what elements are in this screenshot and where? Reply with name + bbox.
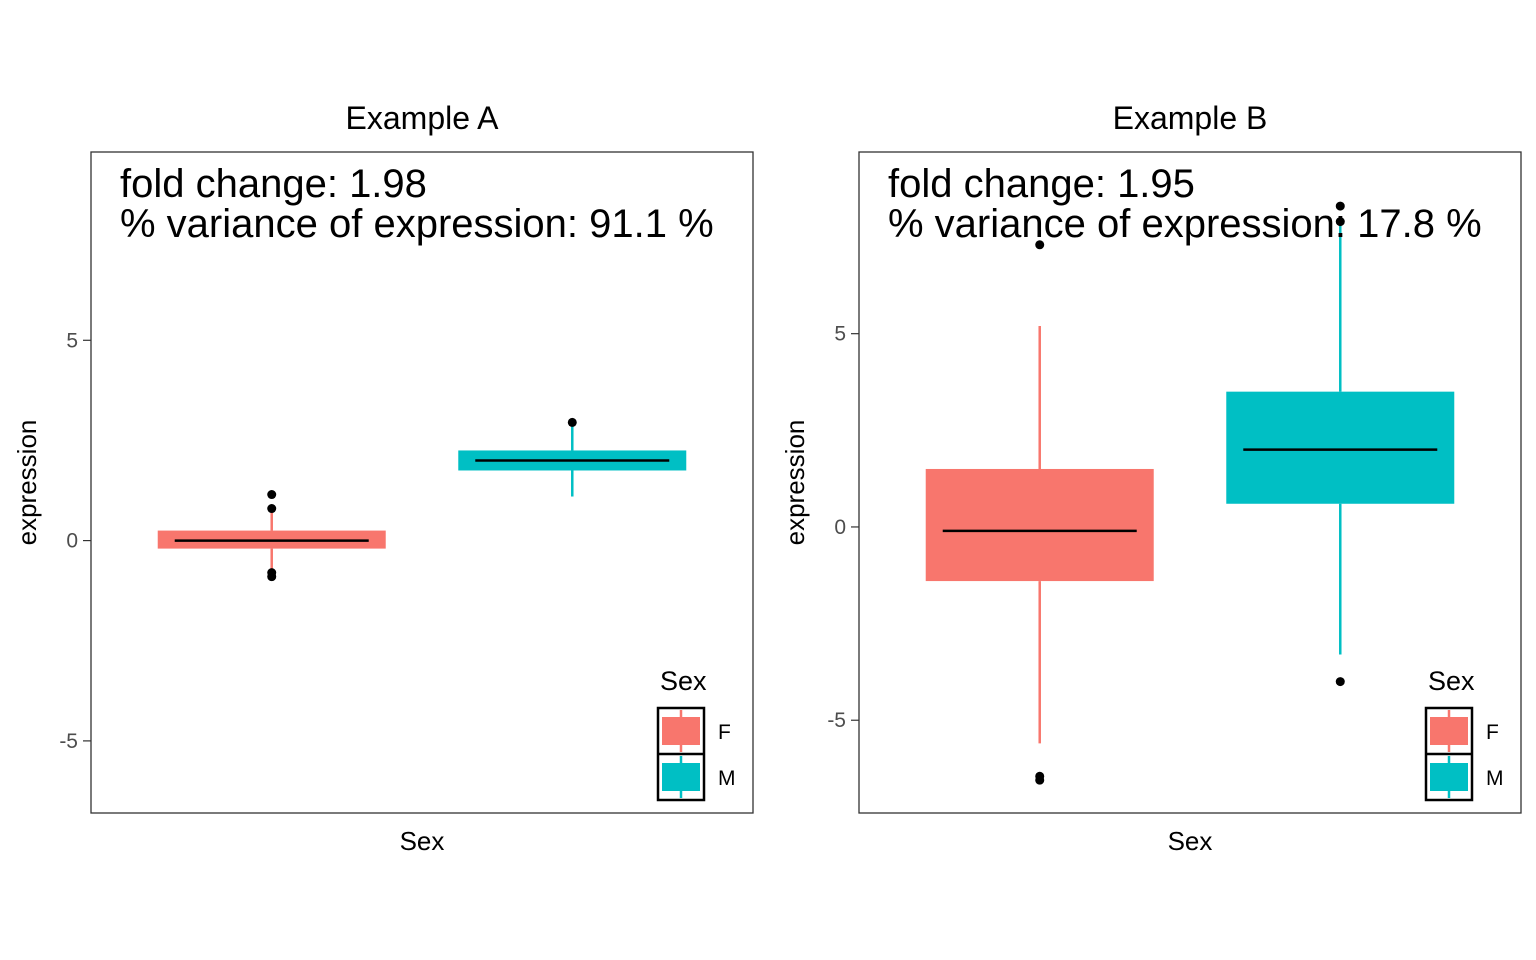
legend-key-F	[662, 717, 700, 745]
y-tick-label: 5	[66, 329, 78, 352]
legend-label-F: F	[1486, 721, 1499, 744]
outlier-point	[567, 417, 577, 427]
outlier-point	[1335, 677, 1345, 687]
box-iqr	[925, 468, 1154, 582]
legend-label-M: M	[718, 767, 736, 790]
outlier-point	[267, 572, 277, 582]
annotation-variance: % variance of expression: 17.8 %	[888, 202, 1482, 246]
y-tick-label: 5	[834, 323, 846, 346]
x-axis-title: Sex	[1168, 826, 1213, 856]
outlier-point	[1035, 240, 1045, 250]
outlier-point	[1035, 775, 1045, 785]
legend-key-M	[662, 763, 700, 791]
panel-border	[90, 151, 754, 814]
annotation-fold-change: fold change: 1.95	[888, 162, 1195, 206]
legend-title: Sex	[1428, 666, 1475, 696]
legend-label-M: M	[1486, 767, 1504, 790]
outlier-point	[267, 504, 277, 514]
annotation-fold-change: fold change: 1.98	[120, 162, 427, 206]
box-F	[925, 240, 1154, 785]
annotation-variance: % variance of expression: 91.1 %	[120, 202, 714, 246]
chart-panel-1: Example A expression Sex -5 0 5 fold change: 1…	[12, 100, 754, 856]
box-F	[157, 490, 386, 582]
y-tick-label: 0	[834, 516, 846, 539]
legend-title: Sex	[660, 666, 707, 696]
chart-title: Example A	[346, 100, 500, 136]
legend-label-F: F	[718, 721, 731, 744]
chart-title: Example B	[1113, 100, 1268, 136]
box-iqr	[1226, 391, 1455, 504]
box-M	[458, 417, 687, 497]
y-tick-label: -5	[827, 709, 846, 732]
outlier-point	[267, 490, 277, 500]
y-axis-title: expression	[780, 420, 810, 546]
panel-border	[858, 151, 1522, 814]
chart-panel-2: Example B expression Sex -5 0 5 fold change: 1…	[780, 100, 1522, 856]
box-M	[1226, 201, 1455, 687]
legend-key-M	[1430, 763, 1468, 791]
legend: Sex FM	[656, 666, 736, 802]
y-tick-label: 0	[66, 530, 78, 553]
x-axis-title: Sex	[400, 826, 445, 856]
outlier-point	[1335, 201, 1345, 211]
legend-key-F	[1430, 717, 1468, 745]
y-axis-title: expression	[12, 420, 42, 546]
outlier-point	[1335, 217, 1345, 227]
legend: Sex FM	[1424, 666, 1504, 802]
y-tick-label: -5	[59, 730, 78, 753]
